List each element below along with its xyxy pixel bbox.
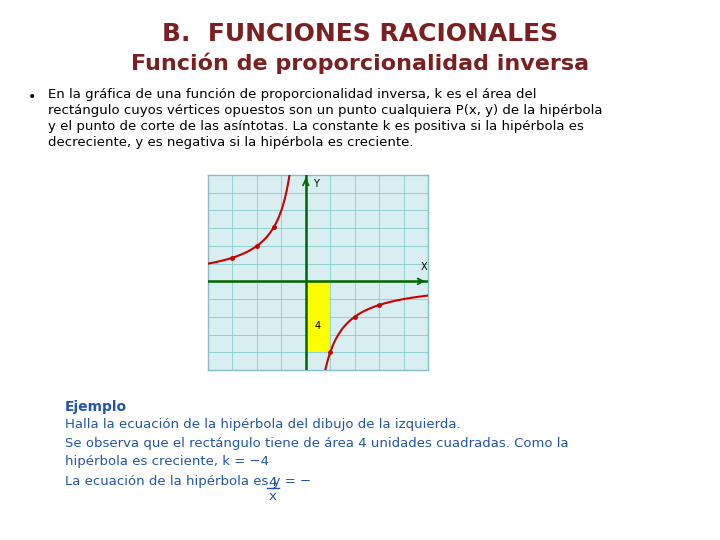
Text: •: •	[28, 90, 36, 104]
Text: En la gráfica de una función de proporcionalidad inversa, k es el área del: En la gráfica de una función de proporci…	[48, 88, 536, 101]
Text: 4: 4	[315, 321, 321, 330]
Text: Ejemplo: Ejemplo	[65, 400, 127, 414]
Text: B.  FUNCIONES RACIONALES: B. FUNCIONES RACIONALES	[162, 22, 558, 46]
Text: Halla la ecuación de la hipérbola del dibujo de la izquierda.: Halla la ecuación de la hipérbola del di…	[65, 418, 461, 431]
Text: Función de proporcionalidad inversa: Función de proporcionalidad inversa	[131, 52, 589, 73]
Text: y el punto de corte de las asíntotas. La constante k es positiva si la hipérbola: y el punto de corte de las asíntotas. La…	[48, 120, 584, 133]
Text: decreciente, y es negativa si la hipérbola es creciente.: decreciente, y es negativa si la hipérbo…	[48, 136, 413, 149]
Text: rectángulo cuyos vértices opuestos son un punto cualquiera P(x, y) de la hipérbo: rectángulo cuyos vértices opuestos son u…	[48, 104, 603, 117]
Text: Se observa que el rectángulo tiene de área 4 unidades cuadradas. Como la: Se observa que el rectángulo tiene de ár…	[65, 437, 569, 450]
Bar	[306, 281, 330, 352]
Text: Y: Y	[313, 179, 319, 188]
Text: x: x	[269, 490, 277, 503]
Text: 4: 4	[269, 476, 277, 489]
Text: La ecuación de la hipérbola es y = −: La ecuación de la hipérbola es y = −	[65, 475, 311, 488]
Text: X: X	[421, 262, 428, 273]
Text: hipérbola es creciente, k = −4: hipérbola es creciente, k = −4	[65, 456, 269, 469]
